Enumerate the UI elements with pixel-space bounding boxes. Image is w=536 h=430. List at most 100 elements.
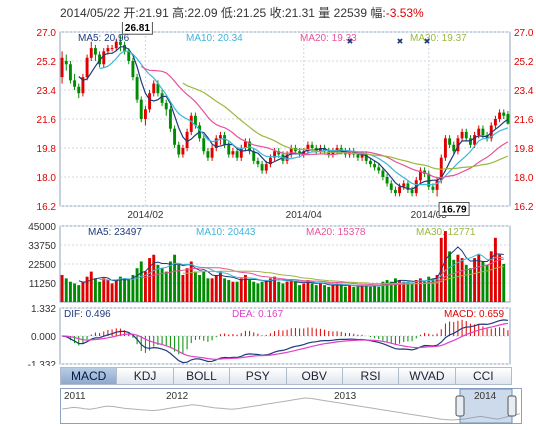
candle-body: [235, 151, 239, 158]
volume-bar: [289, 280, 293, 302]
candle-body: [402, 183, 406, 187]
volume-chart[interactable]: 45000 33750 22500 11250 MA5: 23497 MA10: 2044…: [0, 222, 536, 304]
range-navigator[interactable]: 2011 2012 2013 2014: [60, 388, 522, 424]
volume-bar: [185, 268, 189, 302]
price-chart[interactable]: 27.0 27.0 25.2 25.2 23.4 23.4 21.6 21.6 19.8 19.8…: [0, 22, 536, 244]
volume-bar: [406, 281, 410, 302]
candle-body: [493, 119, 497, 126]
extreme-label: 26.81: [125, 23, 150, 34]
candle-body: [148, 93, 152, 110]
macd-chart[interactable]: 1.332 0.000 -1.332 DIF: 0.496 DEA: 0.167 MACD…: [0, 304, 536, 366]
indicator-tab[interactable]: WVAD: [399, 367, 456, 385]
date-tick-label: 2014/04: [286, 210, 323, 221]
volume-tick-label: 11250: [29, 279, 57, 290]
navigator-year-label: 2011: [64, 391, 86, 402]
ma20-line: [140, 65, 509, 179]
open-value: 21.91: [138, 6, 169, 20]
candle-body: [252, 151, 256, 161]
candle-body: [289, 148, 293, 155]
candle-body: [189, 115, 193, 132]
volume-ma10-line: [99, 253, 504, 287]
volume-bar: [327, 286, 331, 302]
ma30-line: [182, 82, 509, 170]
candle-body: [477, 128, 481, 136]
price-tick-label-left: 18.0: [37, 173, 57, 184]
volume-bar: [73, 283, 77, 302]
navigator-year-label: 2014: [474, 391, 497, 402]
volume-bar: [93, 278, 97, 302]
volume-bar: [314, 285, 318, 302]
candle-body: [381, 170, 385, 177]
price-tick-label-left: 19.8: [37, 144, 57, 155]
volume-bar: [498, 254, 502, 302]
candle-body: [173, 128, 177, 145]
candle-body: [498, 112, 502, 119]
volume-bar: [89, 271, 93, 302]
volume-bar: [356, 286, 360, 302]
volume-label: 量: [318, 6, 331, 20]
volume-bar: [339, 285, 343, 302]
volume-bar: [268, 278, 272, 302]
candle-body: [60, 57, 64, 78]
candle-body: [177, 144, 181, 155]
low-label: 低:: [220, 6, 237, 20]
event-marker: ✖: [347, 37, 354, 46]
candle-body: [264, 164, 268, 171]
indicator-tab[interactable]: OBV: [286, 367, 343, 385]
candle-body: [260, 164, 264, 171]
candle-body: [456, 138, 460, 152]
price-tick-label-right: 23.4: [514, 86, 534, 97]
candle-body: [427, 173, 431, 187]
navigator-handle[interactable]: [455, 395, 465, 417]
candle-body: [364, 154, 368, 161]
volume-bar: [402, 281, 406, 302]
volume-bar: [60, 274, 64, 302]
volume-bar: [435, 274, 439, 302]
volume-bar: [239, 278, 243, 302]
volume-bar: [173, 254, 177, 302]
volume-bar: [164, 271, 168, 302]
candle-body: [227, 144, 231, 155]
candle-body: [143, 109, 147, 119]
volume-bar: [123, 278, 127, 302]
price-tick-label-right: 18.0: [514, 173, 534, 184]
candle-body: [302, 151, 306, 155]
volume-bar: [206, 278, 210, 302]
candle-body: [285, 154, 289, 161]
candle-body: [389, 183, 393, 190]
volume-tick-label: 22500: [28, 260, 56, 271]
volume-bar: [198, 274, 202, 302]
navigator-handle[interactable]: [507, 395, 517, 417]
volume-ma-legend: MA30: 12771: [416, 227, 476, 238]
indicator-tab[interactable]: CCI: [455, 367, 512, 385]
indicator-tab[interactable]: KDJ: [117, 367, 174, 385]
candle-body: [164, 102, 168, 110]
candle-body: [193, 115, 197, 126]
volume-bar: [177, 264, 181, 302]
close-value: 21.31: [284, 6, 315, 20]
candle-body: [356, 154, 360, 158]
volume-bar: [473, 258, 477, 302]
candle-body: [77, 86, 81, 94]
volume-ma-legend: MA5: 23497: [88, 227, 142, 238]
candle-body: [423, 170, 427, 174]
volume-bar: [252, 281, 256, 302]
indicator-tab[interactable]: PSY: [230, 367, 287, 385]
indicator-tab[interactable]: BOLL: [173, 367, 231, 385]
candle-body: [335, 148, 339, 152]
volume-bar: [348, 285, 352, 302]
volume-bar: [302, 283, 306, 302]
candle-body: [123, 44, 127, 52]
macd-legend: DIF: 0.496: [64, 309, 111, 320]
candle-body: [214, 138, 218, 148]
price-ma-legend: MA30: 19.37: [410, 33, 467, 44]
volume-bar: [298, 285, 302, 302]
indicator-tab[interactable]: MACD: [60, 367, 118, 385]
volume-bar: [139, 261, 143, 302]
volume-bar: [110, 283, 114, 302]
volume-bar: [452, 259, 456, 302]
event-marker: ✖: [397, 37, 404, 46]
volume-bar: [456, 254, 460, 302]
indicator-tab[interactable]: RSI: [342, 367, 400, 385]
volume-bar: [248, 280, 252, 302]
